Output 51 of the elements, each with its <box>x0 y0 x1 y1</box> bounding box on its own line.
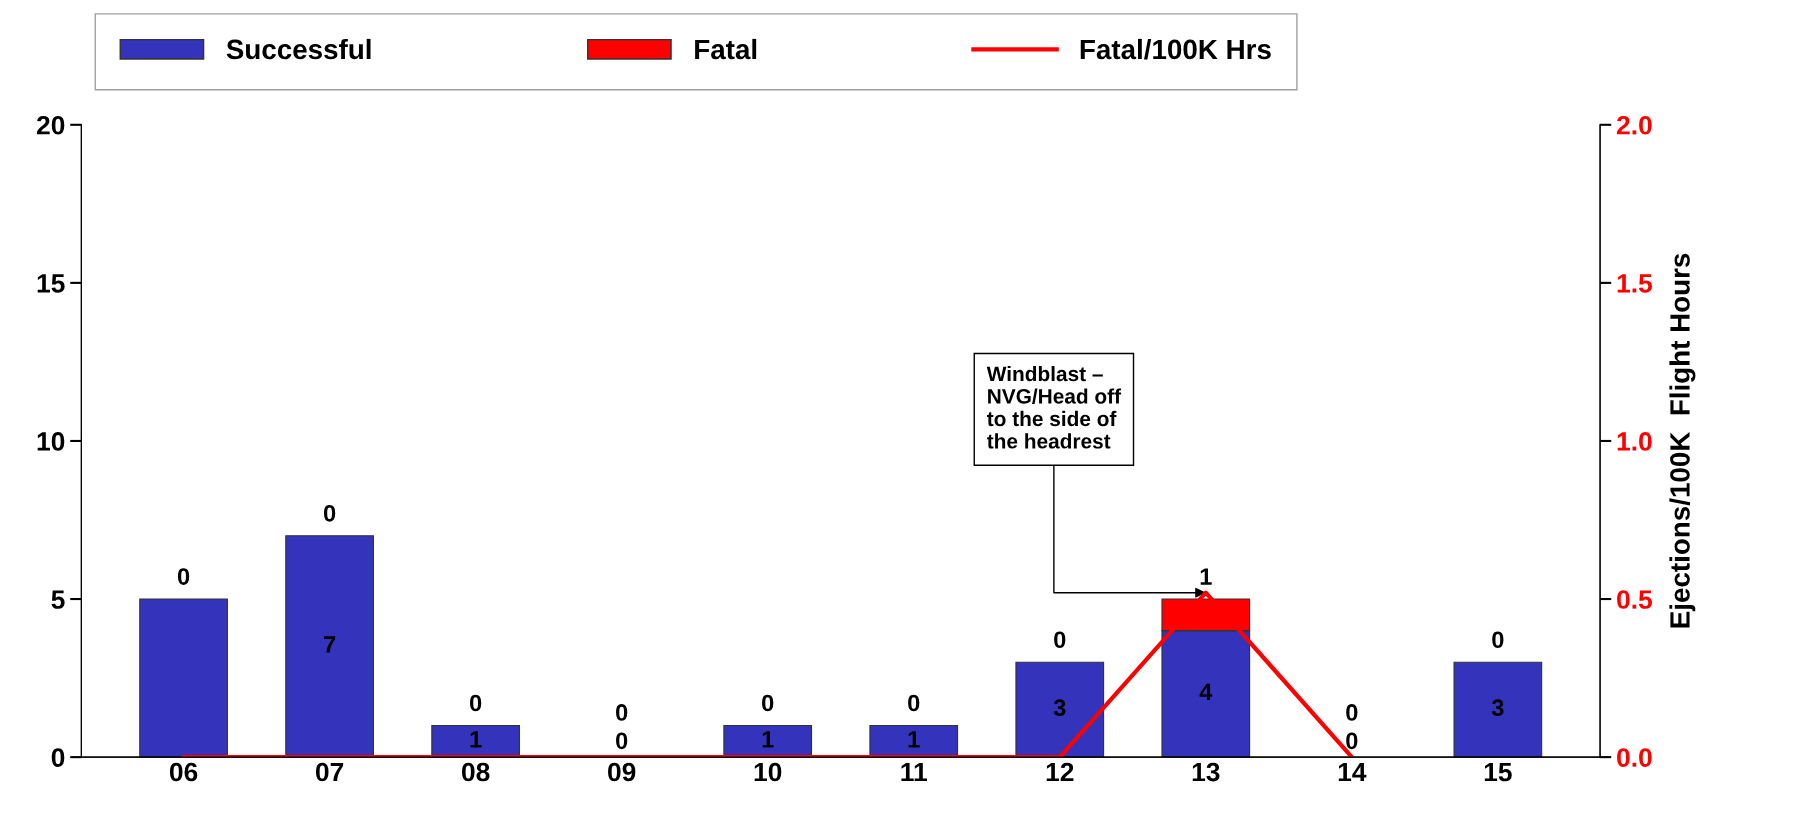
y-tick-label: 20 <box>36 115 65 135</box>
bar <box>723 724 813 758</box>
bar <box>431 724 521 758</box>
x-tick-label: 09 <box>608 762 636 782</box>
bar <box>285 535 374 758</box>
data-label: 0 <box>616 732 628 750</box>
x-tick-label: 07 <box>315 762 344 782</box>
y-tick-label: 0 <box>51 748 65 767</box>
data-label: 0 <box>1492 631 1504 649</box>
data-label: 0 <box>323 504 336 522</box>
x-tick-label: 13 <box>1192 762 1220 782</box>
x-tick-label: 11 <box>901 762 927 782</box>
y-tick-label: 5 <box>51 590 65 609</box>
legend-label: Successful <box>226 38 371 60</box>
data-label: 0 <box>177 568 190 585</box>
data-label: 3 <box>1053 699 1066 717</box>
data-label: 7 <box>324 636 336 653</box>
data-label: 4 <box>1199 683 1213 700</box>
bar <box>869 724 959 758</box>
annotation: Windblast – NVG/Head off to the side of the headrest <box>986 365 1122 449</box>
data-label: 3 <box>1491 699 1504 717</box>
data-label: 1 <box>762 731 774 748</box>
y-tick-label: 10 <box>37 432 65 451</box>
y2-tick-label: 0.0 <box>1617 748 1652 767</box>
y2-tick-label: 2.0 <box>1616 115 1652 135</box>
legend-label: Fatal/100K Hrs <box>1080 38 1271 60</box>
data-label: 0 <box>616 704 628 721</box>
x-tick-label: 10 <box>754 762 782 782</box>
data-label: 0 <box>908 694 920 712</box>
x-tick-label: 15 <box>1484 762 1512 782</box>
bar <box>1015 661 1105 758</box>
data-label: 1 <box>908 731 920 748</box>
data-label: 0 <box>1054 631 1066 649</box>
data-label: 1 <box>1200 568 1212 585</box>
x-tick-label: 12 <box>1046 762 1074 782</box>
x-tick-label: 06 <box>169 762 198 782</box>
bar <box>139 598 228 758</box>
bar <box>1453 661 1543 758</box>
y2-tick-label: 1.0 <box>1617 432 1652 451</box>
y2-axis-title: Ejections/100K Flight Hours <box>1669 253 1696 628</box>
data-label: 0 <box>762 694 774 712</box>
legend-label: Fatal <box>695 38 757 60</box>
data-label: 0 <box>1346 732 1358 750</box>
data-label: 1 <box>470 731 482 748</box>
data-label: 0 <box>1346 704 1358 721</box>
x-tick-label: 14 <box>1338 762 1367 782</box>
y-tick-label: 15 <box>37 274 65 293</box>
data-label: 0 <box>470 694 482 712</box>
y2-tick-label: 1.5 <box>1617 274 1652 293</box>
x-tick-label: 08 <box>462 762 490 782</box>
y2-tick-label: 0.5 <box>1617 590 1652 609</box>
